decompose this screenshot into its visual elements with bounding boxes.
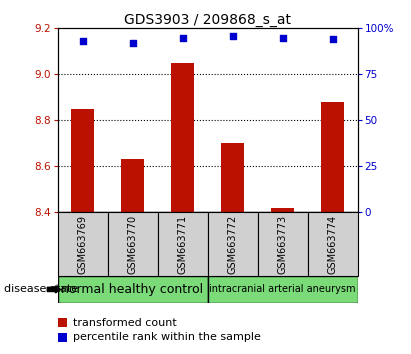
Point xyxy=(329,36,336,42)
Title: GDS3903 / 209868_s_at: GDS3903 / 209868_s_at xyxy=(124,13,291,27)
Bar xyxy=(208,212,258,276)
Text: GSM663772: GSM663772 xyxy=(228,215,238,274)
Bar xyxy=(171,63,194,212)
Bar xyxy=(71,109,94,212)
Text: GSM663774: GSM663774 xyxy=(328,215,337,274)
Bar xyxy=(307,212,358,276)
Bar xyxy=(258,212,307,276)
Point xyxy=(179,35,186,40)
Text: intracranial arterial aneurysm: intracranial arterial aneurysm xyxy=(209,284,356,295)
Point xyxy=(279,35,286,40)
Bar xyxy=(208,276,358,303)
Bar xyxy=(221,143,244,212)
Bar xyxy=(271,208,294,212)
Bar xyxy=(121,159,144,212)
Text: percentile rank within the sample: percentile rank within the sample xyxy=(73,332,261,342)
Bar xyxy=(321,102,344,212)
Point xyxy=(79,38,86,44)
Text: GSM663770: GSM663770 xyxy=(127,215,138,274)
Point xyxy=(229,33,236,39)
Text: GSM663771: GSM663771 xyxy=(178,215,187,274)
Text: disease state: disease state xyxy=(4,284,78,295)
Text: normal healthy control: normal healthy control xyxy=(62,283,203,296)
Bar xyxy=(108,212,157,276)
Bar xyxy=(58,212,108,276)
Text: GSM663769: GSM663769 xyxy=(78,215,88,274)
Point xyxy=(129,40,136,46)
Bar xyxy=(157,212,208,276)
Bar xyxy=(58,276,208,303)
Text: transformed count: transformed count xyxy=(73,318,176,328)
Text: GSM663773: GSM663773 xyxy=(277,215,288,274)
